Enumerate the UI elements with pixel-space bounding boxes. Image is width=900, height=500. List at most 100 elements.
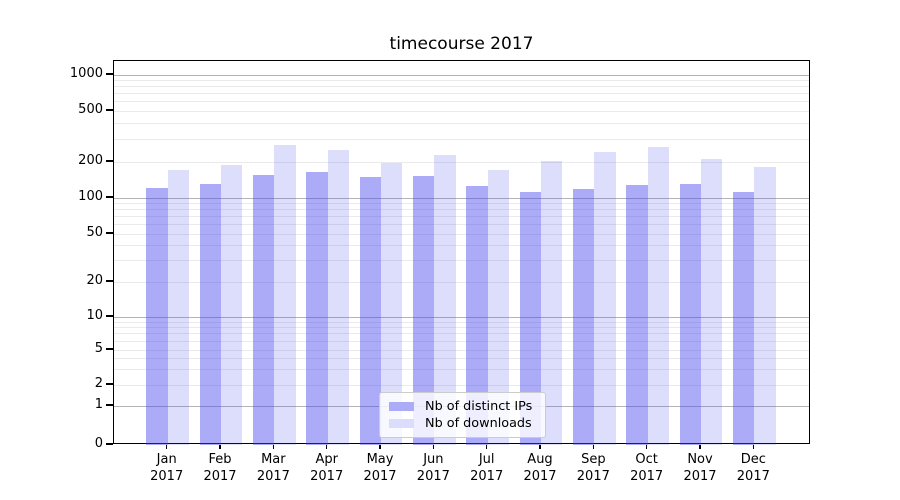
y-tick-mark [106,383,113,385]
x-tick-mark [485,444,488,449]
bar-apr-downloads [327,149,350,445]
y-tick-mark [106,73,113,75]
x-tick-label: Nov 2017 [683,452,717,484]
bar-may-ips [359,177,382,445]
bar-aug-downloads [541,161,563,445]
bar-feb-ips [199,183,222,445]
major-gridline [114,197,809,199]
bar-mar-downloads [274,145,296,445]
chart-title: timecourse 2017 [389,34,534,54]
x-tick-label: Apr 2017 [310,452,344,484]
y-tick-mark [106,196,113,198]
y-tick-mark [106,232,113,234]
x-tick-label: Feb 2017 [203,452,237,484]
x-tick-label: Jan 2017 [150,452,184,484]
y-tick-mark [106,280,113,282]
x-tick-mark [219,444,221,449]
minor-gridline [114,216,809,218]
bar-jan-downloads [167,170,190,445]
bar-nov-ips [679,183,701,445]
y-tick-mark [106,443,113,445]
y-tick-label: 1 [94,397,103,412]
y-tick-mark [106,160,113,162]
minor-gridline [114,138,809,140]
minor-gridline [114,260,809,262]
bar-apr-ips [306,171,328,445]
minor-gridline [114,101,809,103]
y-tick-label: 2 [94,376,103,391]
x-tick-mark [325,444,328,449]
bar-jun-ips [413,175,435,445]
legend-swatch-icon [389,418,414,429]
y-tick-label: 500 [78,102,103,117]
legend-label: Nb of downloads [425,416,532,431]
minor-gridline [114,161,809,163]
y-tick-label: 1000 [69,66,103,81]
minor-gridline [114,349,809,351]
minor-gridline [114,245,809,247]
x-tick-mark [539,444,541,449]
y-tick-mark [106,348,113,350]
y-tick-label: 50 [86,225,103,240]
minor-gridline [114,369,809,370]
major-gridline [114,74,809,76]
y-tick-label: 200 [78,153,103,168]
bar-mar-ips [253,175,275,445]
bar-may-downloads [381,162,403,445]
bar-jul-ips [466,185,488,445]
x-tick-label: Jun 2017 [416,452,450,484]
bar-sep-ips [573,189,595,445]
minor-gridline [114,209,809,211]
y-tick-mark [106,404,113,406]
legend-label: Nb of distinct IPs [425,399,533,414]
minor-gridline [114,358,809,360]
x-tick-mark [592,444,595,449]
x-tick-mark [699,444,701,449]
legend: Nb of distinct IPs Nb of downloads [379,392,546,438]
bar-dec-downloads [754,167,776,445]
y-tick-label: 100 [78,189,103,204]
minor-gridline [114,79,809,81]
y-tick-mark [106,315,113,317]
bar-oct-downloads [647,147,669,445]
legend-row: Nb of distinct IPs [389,399,537,414]
y-tick-mark [106,109,113,111]
minor-gridline [114,321,809,323]
bar-aug-ips [519,192,541,445]
x-tick-mark [166,444,168,449]
minor-gridline [114,93,809,95]
x-tick-label: Sep 2017 [576,452,610,484]
y-tick-label: 0 [94,436,103,451]
bar-jun-downloads [434,155,456,445]
minor-gridline [114,122,809,124]
x-tick-mark [752,444,755,449]
plot-area: Nb of distinct IPs Nb of downloads [113,60,810,445]
bar-nov-downloads [701,158,723,445]
x-tick-label: Jul 2017 [470,452,504,484]
minor-gridline [114,340,809,342]
minor-gridline [114,333,809,335]
bar-oct-ips [626,185,648,445]
minor-gridline [114,86,809,88]
y-tick-label: 5 [94,341,103,356]
minor-gridline [114,202,809,204]
x-tick-mark [272,444,275,449]
x-tick-label: Oct 2017 [630,452,664,484]
minor-gridline [114,224,809,226]
minor-gridline [114,327,809,329]
y-tick-label: 20 [86,273,103,288]
x-tick-label: Dec 2017 [736,452,770,484]
minor-gridline [114,233,809,235]
bar-jul-downloads [487,170,509,445]
y-tick-label: 10 [86,308,103,323]
bar-dec-ips [733,192,755,445]
x-tick-mark [379,444,381,449]
major-gridline [114,316,809,318]
x-tick-mark [432,444,435,449]
minor-gridline [114,110,809,112]
x-tick-mark [645,444,648,449]
minor-gridline [114,384,809,386]
minor-gridline [114,281,809,283]
bar-sep-downloads [594,151,616,445]
